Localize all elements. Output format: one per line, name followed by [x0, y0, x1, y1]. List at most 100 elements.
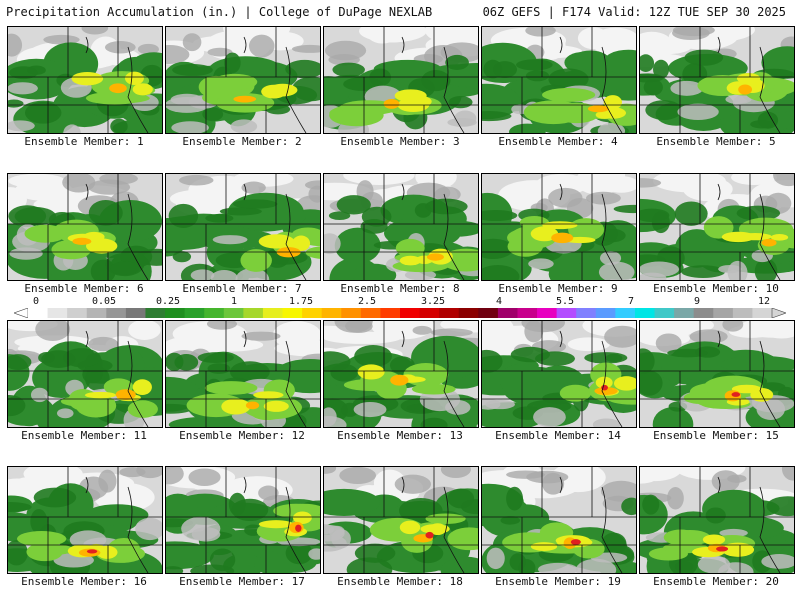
precipitation-map: [166, 174, 320, 280]
precipitation-map: [8, 174, 162, 280]
ensemble-map-panel: [7, 466, 163, 574]
ensemble-map-panel: [323, 173, 479, 281]
colorbar-tick-label: 4: [495, 296, 503, 307]
colorbar-tick-label: 0: [32, 296, 40, 307]
colorbar-tick-label: 2.5: [357, 296, 377, 307]
precipitation-map: [324, 174, 478, 280]
precipitation-colorbar: [14, 308, 786, 318]
ensemble-map-panel: [481, 320, 637, 428]
colorbar-segment: [204, 308, 225, 318]
colorbar-segment: [497, 308, 518, 318]
colorbar-segment: [458, 308, 479, 318]
colorbar-segment: [106, 308, 127, 318]
colorbar-segment: [654, 308, 675, 318]
colorbar-segment: [537, 308, 558, 318]
ensemble-map-panel: [7, 173, 163, 281]
colorbar-segment: [478, 308, 499, 318]
ensemble-member-label: Ensemble Member: 9: [498, 282, 618, 295]
colorbar-tick-label: 1: [230, 296, 238, 307]
colorbar-segment: [321, 308, 342, 318]
ensemble-map-panel: [323, 466, 479, 574]
colorbar-segment: [125, 308, 146, 318]
ensemble-member-label: Ensemble Member: 19: [495, 575, 621, 588]
map-title: Precipitation Accumulation (in.) | Colle…: [6, 5, 433, 19]
colorbar-segment: [223, 308, 244, 318]
colorbar-segment: [439, 308, 460, 318]
precipitation-map: [324, 467, 478, 573]
precipitation-map: [8, 321, 162, 427]
colorbar-tick-label: 12: [757, 296, 771, 307]
colorbar-segment: [674, 308, 695, 318]
colorbar-segment: [243, 308, 264, 318]
ensemble-map-panel: [323, 320, 479, 428]
precipitation-map: [8, 467, 162, 573]
precipitation-map: [640, 467, 794, 573]
ensemble-map-panel: [639, 26, 795, 134]
ensemble-map-panel: [481, 466, 637, 574]
ensemble-member-label: Ensemble Member: 1: [24, 135, 144, 148]
ensemble-member-label: Ensemble Member: 14: [495, 429, 621, 442]
ensemble-map-panel: [165, 466, 321, 574]
colorbar-segment: [556, 308, 577, 318]
colorbar-segment: [165, 308, 186, 318]
precipitation-map: [482, 467, 636, 573]
ensemble-map-panel: [7, 320, 163, 428]
colorbar-segment: [262, 308, 284, 318]
colorbar-segment: [184, 308, 205, 318]
precipitation-map: [324, 321, 478, 427]
colorbar-tick-label: 5.5: [555, 296, 575, 307]
colorbar-segment: [380, 308, 401, 318]
colorbar-segment: [576, 308, 597, 318]
precipitation-map: [482, 27, 636, 133]
ensemble-member-label: Ensemble Member: 18: [337, 575, 463, 588]
precipitation-map: [8, 27, 162, 133]
ensemble-map-panel: [7, 26, 163, 134]
colorbar-segment: [615, 308, 636, 318]
ensemble-member-label: Ensemble Member: 8: [340, 282, 460, 295]
ensemble-member-label: Ensemble Member: 16: [21, 575, 147, 588]
ensemble-map-panel: [481, 26, 637, 134]
colorbar-segment: [595, 308, 616, 318]
colorbar-segment: [145, 308, 166, 318]
colorbar-segment: [360, 308, 381, 318]
ensemble-member-label: Ensemble Member: 11: [21, 429, 147, 442]
precipitation-map: [166, 27, 320, 133]
ensemble-map-panel: [639, 173, 795, 281]
colorbar-tick-label: 1.75: [288, 296, 314, 307]
colorbar-segment: [400, 308, 421, 318]
precipitation-map: [640, 174, 794, 280]
colorbar-segment: [282, 308, 303, 318]
colorbar-segment: [634, 308, 656, 318]
colorbar-segment: [517, 308, 538, 318]
ensemble-map-panel: [165, 320, 321, 428]
colorbar-segment: [67, 308, 88, 318]
colorbar-segment: [47, 308, 68, 318]
precipitation-map: [324, 27, 478, 133]
ensemble-member-label: Ensemble Member: 4: [498, 135, 618, 148]
colorbar-segment: [732, 308, 753, 318]
colorbar-tick-label: 0.05: [91, 296, 117, 307]
colorbar-tick-label: 9: [693, 296, 701, 307]
colorbar-tick-label: 3.25: [420, 296, 446, 307]
colorbar-segment: [302, 308, 323, 318]
colorbar-segment: [341, 308, 362, 318]
ensemble-map-panel: [165, 26, 321, 134]
ensemble-map-panel: [639, 466, 795, 574]
precipitation-map: [640, 321, 794, 427]
ensemble-member-label: Ensemble Member: 6: [24, 282, 144, 295]
ensemble-member-label: Ensemble Member: 2: [182, 135, 302, 148]
colorbar-min-arrow: [14, 308, 29, 318]
colorbar-tick-label: 0.25: [155, 296, 181, 307]
ensemble-member-label: Ensemble Member: 7: [182, 282, 302, 295]
run-valid-time: 06Z GEFS | F174 Valid: 12Z TUE SEP 30 20…: [482, 5, 786, 19]
colorbar-segment: [693, 308, 714, 318]
colorbar-segment: [86, 308, 107, 318]
ensemble-map-panel: [323, 26, 479, 134]
precipitation-map: [166, 467, 320, 573]
ensemble-member-label: Ensemble Member: 15: [653, 429, 779, 442]
colorbar-segment: [752, 308, 773, 318]
colorbar-segment: [713, 308, 734, 318]
ensemble-member-label: Ensemble Member: 13: [337, 429, 463, 442]
ensemble-member-label: Ensemble Member: 5: [656, 135, 776, 148]
precipitation-map: [640, 27, 794, 133]
